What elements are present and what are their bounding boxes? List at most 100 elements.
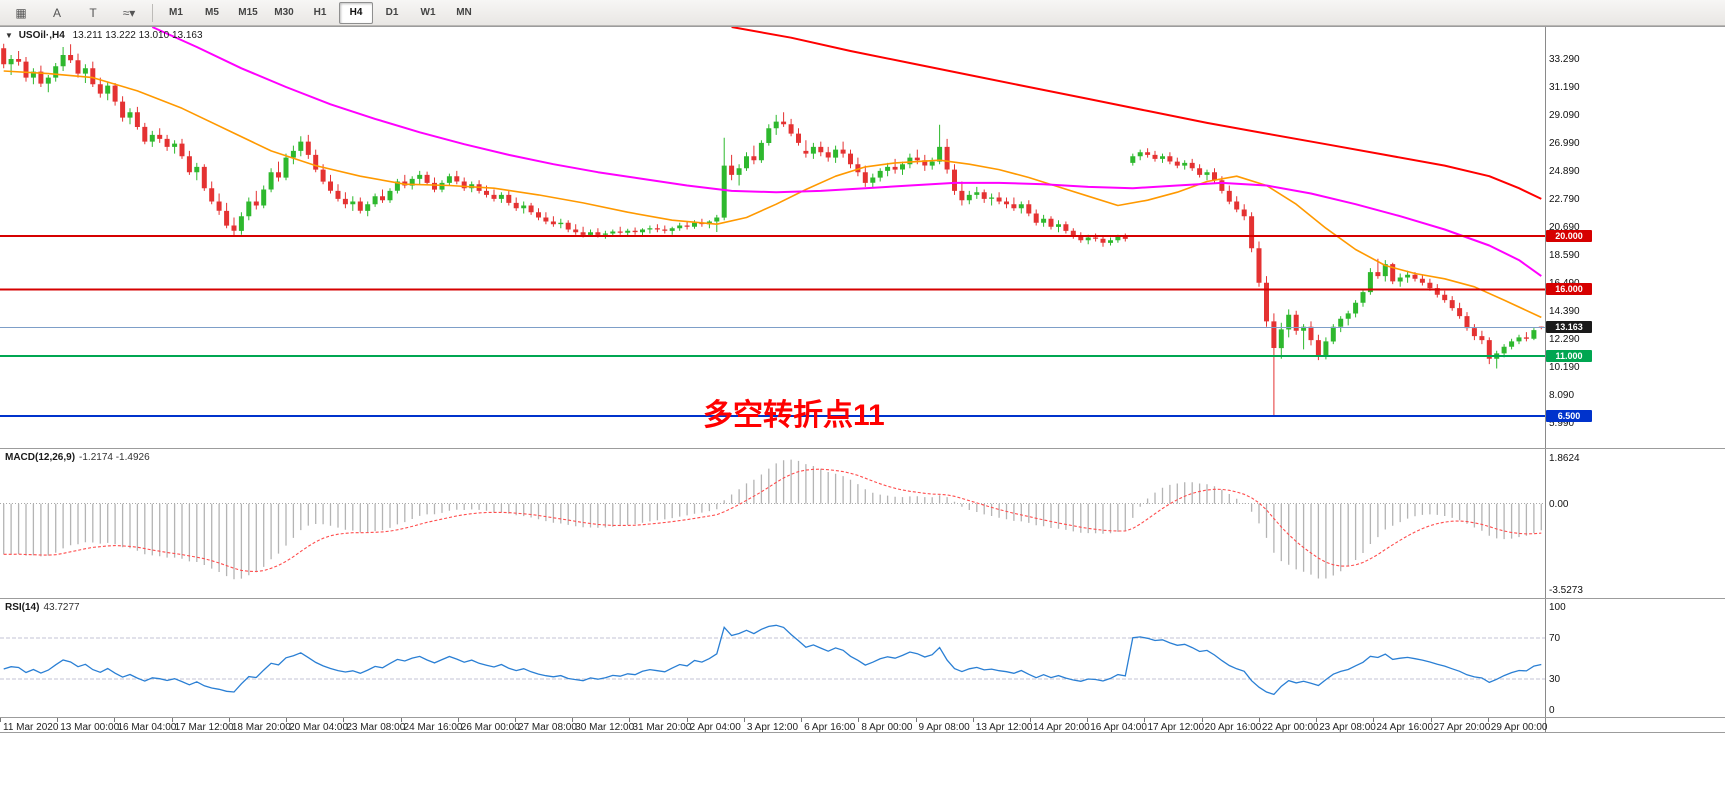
time-axis-label[interactable]: 2 Apr 04:00: [689, 722, 741, 733]
time-axis-label[interactable]: 6 Apr 16:00: [804, 722, 856, 733]
ohlc-values: 13.211 13.222 13.010 13.163: [72, 30, 203, 41]
price-tag-13-163: 13.163: [1546, 321, 1592, 334]
time-axis-tick: [1030, 718, 1031, 722]
time-axis-tick: [172, 718, 173, 722]
macd-name: MACD(12,26,9): [5, 452, 76, 463]
timeframe-button-d1[interactable]: D1: [385, 7, 399, 18]
chart-grid-icon[interactable]: ▦: [15, 5, 27, 20]
text-label-tool[interactable]: A: [52, 5, 61, 20]
time-axis-tick: [629, 718, 630, 722]
price-tag-16-000: 16.000: [1546, 283, 1592, 296]
time-axis-tick: [1431, 718, 1432, 722]
time-axis-label[interactable]: 14 Apr 20:00: [1033, 722, 1090, 733]
rsi-axis-label[interactable]: 0: [1549, 705, 1555, 716]
timeframe-button-m1[interactable]: M1: [169, 7, 183, 18]
timeframe-button-mn[interactable]: MN: [456, 7, 472, 18]
time-axis-label[interactable]: 20 Mar 04:00: [289, 722, 349, 733]
price-axis-label[interactable]: 20.690: [1549, 221, 1580, 233]
price-axis-label[interactable]: 24.890: [1549, 166, 1580, 178]
candles-up-bodies: [8, 55, 1537, 359]
time-axis-tick: [114, 718, 115, 722]
time-axis-label[interactable]: 22 Apr 00:00: [1261, 722, 1319, 733]
price-tag-20-000: 20.000: [1546, 230, 1592, 243]
time-axis-tick: [1488, 718, 1489, 722]
price-axis-label[interactable]: 10.190: [1549, 361, 1580, 373]
price-axis-border: [1545, 27, 1546, 733]
time-axis-tick: [57, 718, 58, 722]
time-axis-label[interactable]: 26 Mar 00:00: [460, 722, 520, 733]
price-axis-label[interactable]: 5.990: [1549, 417, 1575, 429]
macd-signal-line: [3, 468, 1542, 573]
chart-bottom-border: [0, 732, 1725, 733]
price-axis-label[interactable]: 8.090: [1549, 389, 1575, 401]
main-macd-separator[interactable]: [0, 448, 1725, 449]
macd-rsi-separator[interactable]: [0, 598, 1725, 599]
timeframe-button-h1[interactable]: H1: [313, 7, 327, 18]
toolbar-border: [0, 26, 1725, 27]
time-axis-label[interactable]: 27 Mar 08:00: [518, 722, 577, 733]
timeframe-button-m15[interactable]: M15: [238, 7, 258, 18]
toolbar: ▦ A T ≈▾ M1 M5 M15 M30 H1 H4 D1 W1 MN: [0, 0, 1725, 26]
time-axis-label[interactable]: 27 Apr 20:00: [1433, 722, 1491, 733]
rsi-axis-label[interactable]: 30: [1549, 674, 1561, 686]
type-tool[interactable]: T: [89, 5, 97, 20]
symbol-period-label: USOil·,H4: [18, 30, 65, 41]
time-axis-tick: [229, 718, 230, 722]
time-axis-label[interactable]: 16 Mar 04:00: [117, 722, 177, 733]
macd-axis-label[interactable]: 0.00: [1549, 498, 1569, 510]
time-axis-tick: [572, 718, 573, 722]
time-axis-tick: [1316, 718, 1317, 722]
time-axis-tick: [1087, 718, 1088, 722]
toolbar-icon-group: ▦ A T ≈▾: [3, 2, 147, 24]
time-axis-label[interactable]: 24 Apr 16:00: [1376, 722, 1434, 733]
time-axis-label[interactable]: 8 Apr 00:00: [861, 722, 913, 733]
rsi-name: RSI(14): [5, 602, 40, 613]
rsi-line: [3, 624, 1542, 696]
time-axis-label[interactable]: 30 Mar 12:00: [575, 722, 635, 733]
macd-axis-label[interactable]: -3.5273: [1549, 585, 1583, 597]
time-axis-tick: [801, 718, 802, 722]
time-axis-label[interactable]: 3 Apr 12:00: [746, 722, 799, 733]
time-axis-tick: [343, 718, 344, 722]
price-axis-label[interactable]: 31.190: [1549, 82, 1580, 94]
price-axis-label[interactable]: 29.090: [1549, 110, 1580, 122]
time-axis-label[interactable]: 13 Apr 12:00: [975, 722, 1033, 733]
time-axis-label[interactable]: 13 Mar 00:00: [60, 722, 120, 733]
time-axis-tick: [1144, 718, 1145, 722]
collapse-arrow-icon[interactable]: ▼: [5, 31, 13, 40]
macd-histogram: [3, 459, 1542, 580]
rsi-axis-label[interactable]: 100: [1549, 602, 1566, 613]
time-axis-label[interactable]: 17 Mar 12:00: [174, 722, 234, 733]
price-axis-label[interactable]: 26.990: [1549, 138, 1580, 150]
rsi-axis-label[interactable]: 70: [1549, 632, 1561, 644]
time-axis-label[interactable]: 20 Apr 16:00: [1204, 722, 1262, 733]
time-axis-label[interactable]: 9 Apr 08:00: [918, 722, 970, 733]
price-axis-label[interactable]: 14.390: [1549, 305, 1580, 317]
timeframe-button-m5[interactable]: M5: [205, 7, 219, 18]
price-axis-label[interactable]: 12.290: [1549, 333, 1580, 345]
time-axis-label[interactable]: 16 Apr 04:00: [1090, 722, 1147, 733]
time-axis-label[interactable]: 29 Apr 00:00: [1490, 722, 1548, 733]
time-axis-label[interactable]: 23 Apr 08:00: [1319, 722, 1376, 733]
time-axis-label[interactable]: 18 Mar 20:00: [231, 722, 291, 733]
time-axis-label[interactable]: 11 Mar 2020: [3, 722, 59, 733]
time-axis-label[interactable]: 23 Mar 08:00: [346, 722, 406, 733]
timeframe-button-w1[interactable]: W1: [420, 7, 436, 18]
rsi-timeaxis-separator[interactable]: [0, 717, 1725, 718]
time-axis-label[interactable]: 24 Mar 16:00: [403, 722, 463, 733]
price-axis-label[interactable]: 33.290: [1549, 54, 1580, 66]
macd-axis-label[interactable]: 1.8624: [1549, 453, 1580, 465]
toolbar-separator: [152, 3, 153, 22]
price-axis-label[interactable]: 16.490: [1549, 278, 1580, 289]
macd-indicator-label: MACD(12,26,9) -1.2174 -1.4926: [5, 452, 150, 463]
chart-title: ▼ USOil·,H4 13.211 13.222 13.010 13.163: [5, 30, 203, 41]
timeframe-button-h4[interactable]: H4: [339, 1, 373, 24]
price-axis-label[interactable]: 18.590: [1549, 249, 1580, 261]
line-studies-dropdown[interactable]: ≈▾: [122, 5, 136, 20]
timeframe-button-m30[interactable]: M30: [274, 7, 294, 18]
time-axis-label[interactable]: 17 Apr 12:00: [1147, 722, 1205, 733]
time-axis-label[interactable]: 31 Mar 20:00: [632, 722, 692, 733]
price-axis-label[interactable]: 22.790: [1549, 193, 1580, 205]
